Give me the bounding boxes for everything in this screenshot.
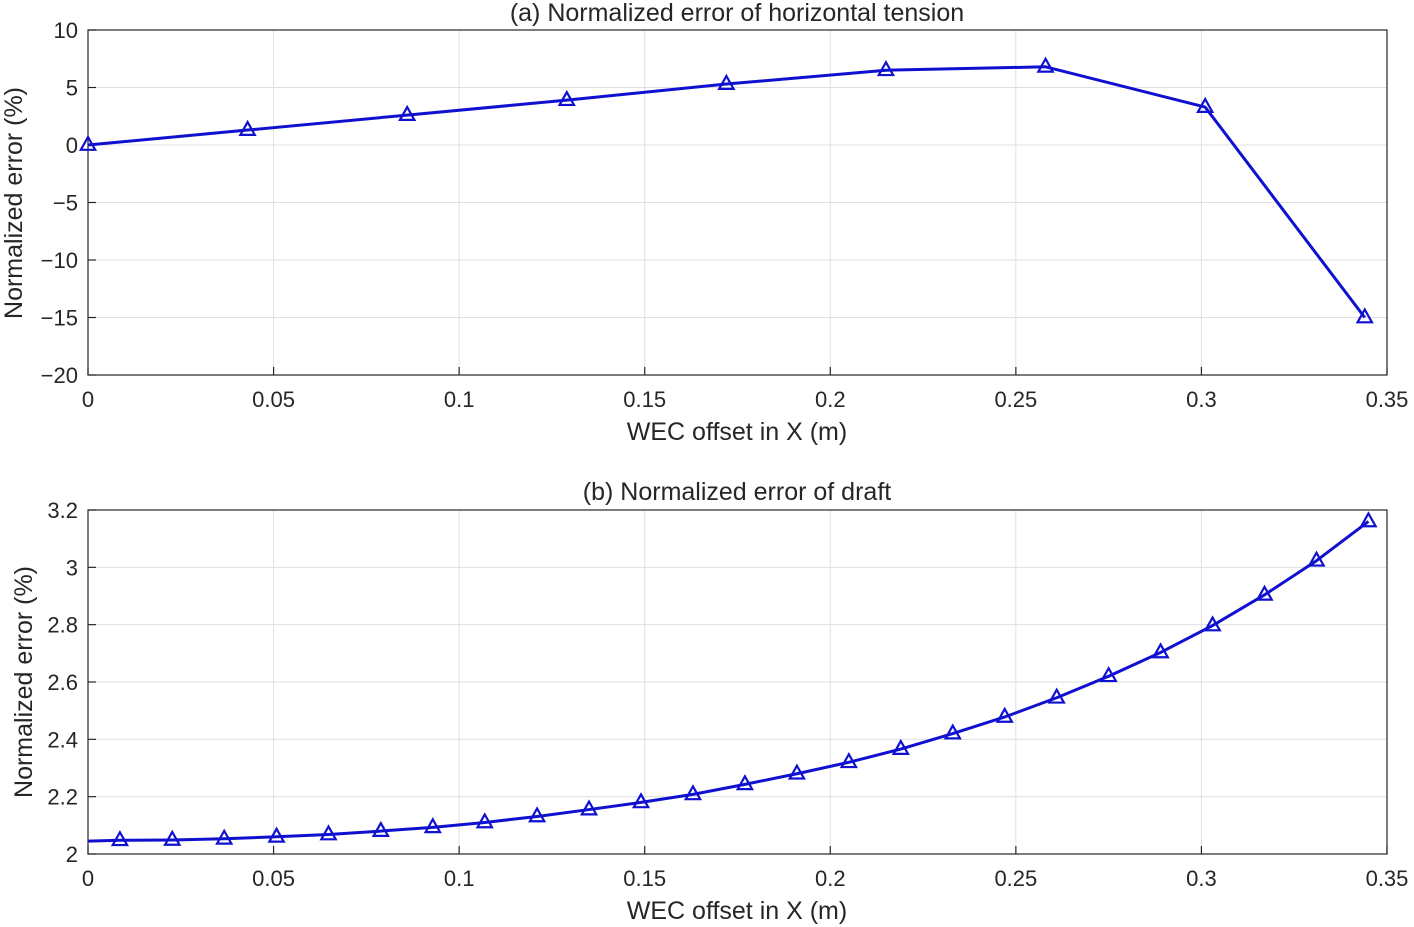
y-tick-label: 2.4 xyxy=(47,727,78,752)
x-tick-label: 0.2 xyxy=(815,387,846,412)
x-tick-label: 0.25 xyxy=(994,866,1037,891)
panel-a-horizontal-tension: (a) Normalized error of horizontal tensi… xyxy=(0,0,1408,446)
x-tick-label: 0.35 xyxy=(1366,387,1409,412)
y-tick-label: 2 xyxy=(66,842,78,867)
x-tick-label: 0.05 xyxy=(252,866,295,891)
y-tick-label: 2.2 xyxy=(47,785,78,810)
x-tick-label: 0 xyxy=(82,387,94,412)
x-tick-label: 0.15 xyxy=(623,866,666,891)
x-tick-label: 0.15 xyxy=(623,387,666,412)
y-tick-label: 3.2 xyxy=(47,498,78,523)
triangle-marker xyxy=(1255,584,1274,601)
x-tick-label: 0.05 xyxy=(252,387,295,412)
triangle-marker xyxy=(891,738,910,755)
y-tick-label: 3 xyxy=(66,555,78,580)
triangle-marker xyxy=(398,104,417,122)
chart-title: (a) Normalized error of horizontal tensi… xyxy=(510,0,964,27)
triangle-marker xyxy=(78,134,98,151)
triangle-marker xyxy=(1203,615,1222,632)
x-tick-label: 0 xyxy=(82,866,94,891)
y-axis-label: Normalized error (%) xyxy=(10,566,38,798)
triangle-marker xyxy=(475,812,494,829)
triangle-marker xyxy=(110,829,129,847)
triangle-marker xyxy=(1099,666,1118,683)
triangle-marker xyxy=(319,824,338,841)
y-tick-label: −5 xyxy=(53,191,78,216)
x-axis-label: WEC offset in X (m) xyxy=(627,418,847,446)
x-tick-label: 0.1 xyxy=(444,866,475,891)
triangle-marker xyxy=(528,806,547,823)
x-tick-label: 0.25 xyxy=(994,387,1037,412)
x-tick-label: 0.1 xyxy=(444,387,475,412)
triangle-marker xyxy=(1307,550,1326,567)
triangle-marker xyxy=(423,817,442,834)
series-line xyxy=(87,520,1370,843)
triangle-marker xyxy=(1355,307,1374,324)
chart-title: (b) Normalized error of draft xyxy=(583,478,891,506)
triangle-marker xyxy=(735,774,755,791)
y-tick-label: 5 xyxy=(66,76,78,101)
triangle-marker xyxy=(1036,56,1055,73)
y-tick-label: −15 xyxy=(41,306,78,331)
y-tick-label: 0 xyxy=(66,133,78,158)
y-tick-label: 10 xyxy=(54,18,78,43)
y-tick-label: 2.6 xyxy=(47,670,78,695)
triangle-marker xyxy=(579,799,599,816)
triangle-marker xyxy=(876,60,896,77)
triangle-marker xyxy=(943,723,962,740)
grid xyxy=(87,29,1388,376)
x-axis-label: WEC offset in X (m) xyxy=(627,897,847,925)
triangle-marker xyxy=(1359,511,1378,528)
triangle-marker xyxy=(1151,642,1170,659)
triangle-marker xyxy=(1047,687,1066,704)
triangle-marker xyxy=(839,752,858,769)
grid xyxy=(87,509,1388,855)
x-tick-label: 0.2 xyxy=(815,866,846,891)
triangle-marker xyxy=(683,784,703,801)
y-tick-label: 2.8 xyxy=(47,613,78,638)
x-tick-label: 0.3 xyxy=(1186,866,1217,891)
x-tick-label: 0.35 xyxy=(1366,866,1409,891)
triangle-marker xyxy=(787,763,806,780)
triangle-marker xyxy=(215,828,234,845)
triangle-marker xyxy=(238,119,257,136)
triangle-marker xyxy=(717,73,736,90)
triangle-marker xyxy=(267,826,286,843)
y-tick-label: −10 xyxy=(41,248,78,273)
panel-b-draft: (b) Normalized error of draft WEC offset… xyxy=(10,478,1408,925)
triangle-marker xyxy=(631,792,651,809)
y-axis-label: Normalized error (%) xyxy=(0,87,28,319)
x-tick-label: 0.3 xyxy=(1186,387,1217,412)
series-line xyxy=(87,65,1366,319)
triangle-marker xyxy=(163,829,182,846)
triangle-marker xyxy=(371,820,390,837)
y-tick-label: −20 xyxy=(41,363,78,388)
triangle-marker xyxy=(1196,96,1215,113)
triangle-marker xyxy=(995,706,1014,723)
triangle-marker xyxy=(557,89,576,107)
